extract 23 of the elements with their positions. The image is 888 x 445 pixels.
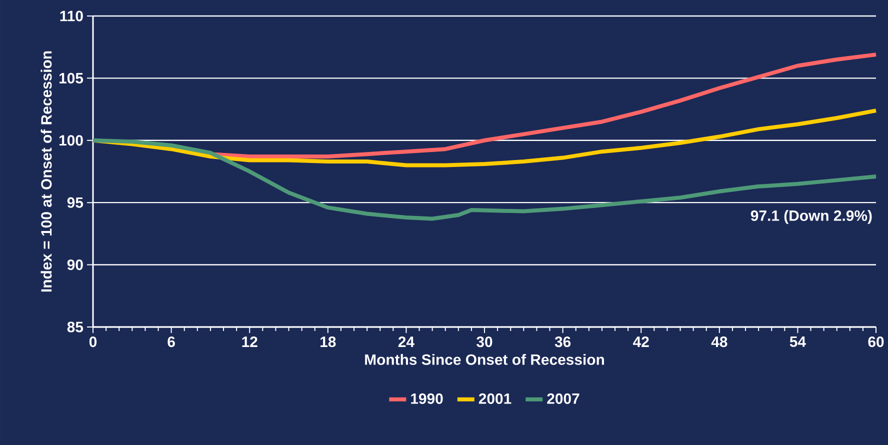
x-tick-label: 48 bbox=[711, 336, 728, 348]
x-tick-label: 54 bbox=[790, 336, 806, 347]
legend-label: 1990 bbox=[411, 393, 443, 404]
x-tick-label: 18 bbox=[320, 336, 336, 348]
y-tick-label: 105 bbox=[59, 72, 84, 84]
x-tick-label: 36 bbox=[554, 336, 571, 348]
y-axis-title: Index = 100 at Onset of Recession bbox=[40, 51, 52, 292]
x-tick-label: 60 bbox=[868, 336, 884, 348]
y-tick-label: 110 bbox=[60, 10, 83, 22]
y-tick-label: 90 bbox=[67, 259, 83, 270]
x-tick-label: 6 bbox=[168, 336, 175, 348]
x-tick-label: 42 bbox=[633, 336, 649, 347]
x-tick-label: 30 bbox=[476, 336, 492, 348]
legend-label: 2007 bbox=[547, 393, 580, 404]
x-axis-title: Months Since Onset of Recession bbox=[365, 354, 604, 365]
annotation: 97.1 (Down 2.9%) bbox=[750, 210, 872, 224]
x-tick-label: 12 bbox=[242, 336, 258, 347]
legend-label: 2001 bbox=[478, 393, 512, 404]
x-tick-label: 0 bbox=[89, 336, 97, 348]
x-tick-label: 24 bbox=[398, 336, 414, 347]
y-tick-label: 100 bbox=[59, 135, 83, 146]
y-tick-label: 95 bbox=[67, 197, 84, 208]
y-tick-label: 85 bbox=[67, 322, 84, 332]
